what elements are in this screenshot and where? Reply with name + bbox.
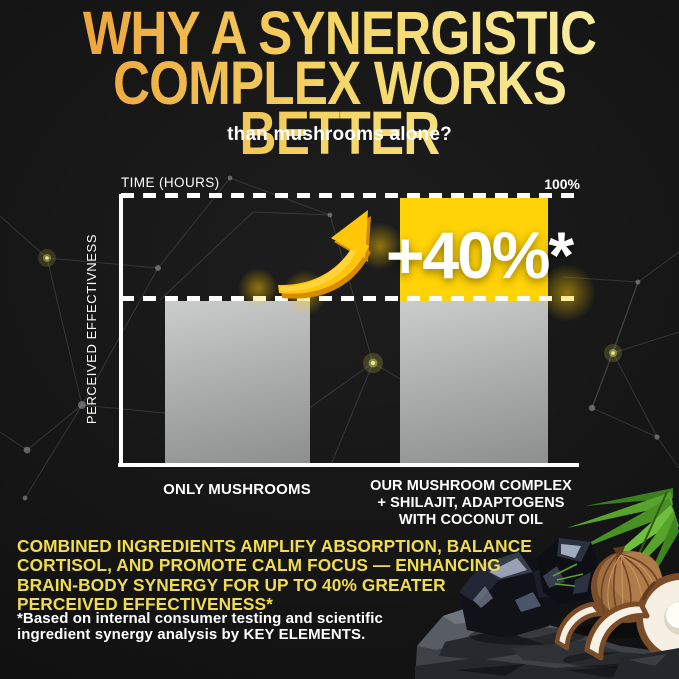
page-title-line2: COMPLEX WORKS BETTER [54,53,624,164]
glow-nodes [38,249,622,373]
claim-line1: COMBINED INGREDIENTS AMPLIFY ABSORPTION,… [17,536,532,556]
claim-line3: BRAIN-BODY SYNERGY FOR UP TO 40% GREATER [17,574,446,595]
arrow-body [278,210,369,294]
herb-sprig [552,563,584,587]
corner-rock-facet [629,654,667,666]
coconut-slices [554,601,650,661]
claim-line2: CORTISOL, AND PROMOTE CALM FOCUS — ENHAN… [17,555,501,576]
bar-complex-highlight-segment [400,198,548,302]
disclaimer-text: *Based on internal consumer testing and … [17,611,383,643]
y-axis-label: PERCEIVED EFFECTIVNESS [84,233,99,425]
reference-line-baseline [121,296,579,301]
reference-line-100pct [121,193,579,198]
category-label-complex-line2: + SHILAJIT, ADAPTOGENS [377,495,565,512]
category-label-complex-line1: OUR MUSHROOM COMPLEX [370,478,572,494]
claim-text: COMBINED INGREDIENTS AMPLIFY ABSORPTION,… [17,536,532,614]
growth-arrow-icon [278,210,371,299]
disclaimer-line2: ingredient synergy analysis by KEY ELEME… [17,625,366,643]
page-subtitle: than mushrooms alone? [227,124,452,145]
category-label-complex-line3: WITH COCONUT OIL [398,512,544,529]
claim-line4: PERCEIVED EFFECTIVENESS* [17,593,273,614]
gain-annotation: +40%* [385,218,574,292]
bar-complex-base-segment [400,301,548,464]
category-label-complex: OUR MUSHROOM COMPLEX + SHILAJIT, ADAPTOG… [366,478,576,530]
max-percent-label: 100% [544,176,580,192]
y-axis-line [119,194,123,467]
shilajit-resin-rocks [459,538,601,638]
glow-spot [538,264,596,322]
page-title-line1: WHY A SYNERGISTIC [54,3,624,64]
category-label-only-mushrooms: ONLY MUSHROOMS [163,481,311,498]
bar-only-mushrooms [165,301,310,464]
coconut-half [636,573,679,663]
ingredients-photo [415,488,679,679]
page-title: WHY A SYNERGISTIC COMPLEX WORKS BETTER [0,3,679,164]
x-axis-line [118,463,579,467]
disclaimer-line1: *Based on internal consumer testing and … [17,610,383,627]
glow-spot [238,268,278,308]
time-axis-label: TIME (HOURS) [121,175,220,190]
